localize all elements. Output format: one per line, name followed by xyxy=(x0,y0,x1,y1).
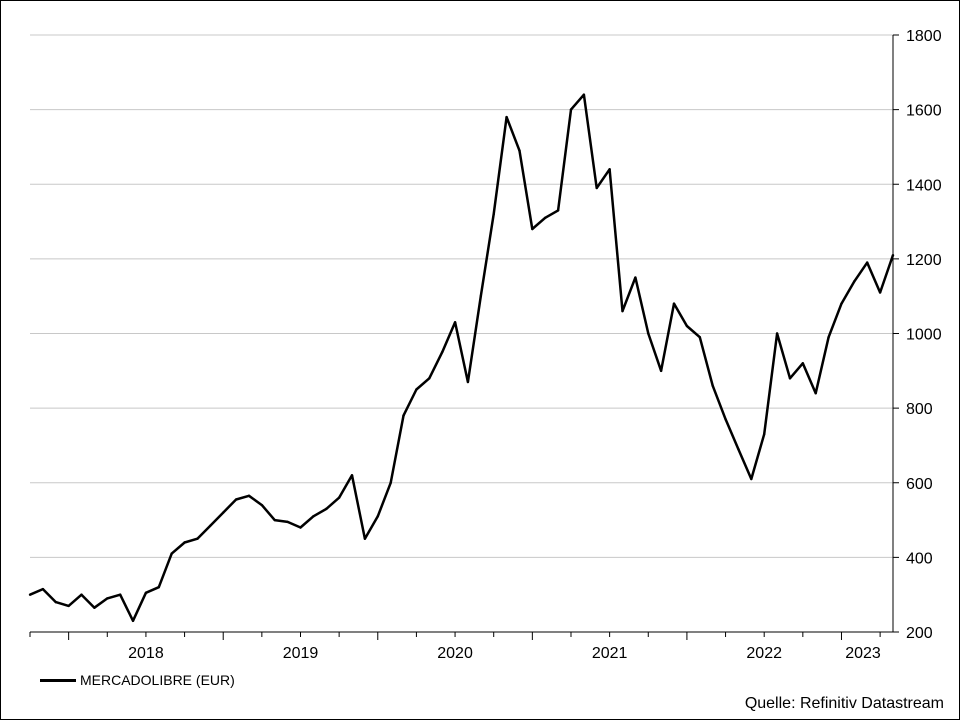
data-point xyxy=(363,537,367,540)
data-point xyxy=(621,309,624,313)
data-point xyxy=(608,168,611,171)
x-axis: 2018 2019 2020 2021 2022 2023 xyxy=(29,631,893,662)
data-point xyxy=(28,593,32,596)
data-point xyxy=(801,362,805,365)
y-tick-label: 1600 xyxy=(906,103,942,120)
y-axis: 200 400 600 800 1000 1200 1400 1600 1800 xyxy=(892,28,942,642)
data-point xyxy=(106,597,109,600)
y-tick-label: 1000 xyxy=(906,327,942,344)
data-point xyxy=(428,377,431,380)
data-point xyxy=(325,507,328,511)
data-point xyxy=(762,433,766,436)
data-point xyxy=(505,115,508,119)
legend: MERCADOLIBRE (EUR) xyxy=(40,670,235,690)
data-point xyxy=(196,537,199,540)
data-point xyxy=(209,524,212,527)
y-tick-label: 1200 xyxy=(906,252,942,269)
x-tick-label: 2020 xyxy=(437,645,473,662)
data-point xyxy=(54,600,57,604)
data-point xyxy=(312,515,315,518)
data-point xyxy=(750,477,753,481)
data-point xyxy=(634,276,637,279)
x-tick-label: 2023 xyxy=(845,645,881,662)
y-tick-label: 1800 xyxy=(906,28,942,45)
y-tick-label: 400 xyxy=(906,550,933,567)
data-point xyxy=(466,380,470,384)
data-point xyxy=(840,302,843,305)
data-point xyxy=(582,93,586,96)
data-point xyxy=(647,332,650,335)
data-point xyxy=(376,515,379,518)
data-point xyxy=(866,261,869,264)
data-point xyxy=(440,350,444,354)
x-tick-label: 2021 xyxy=(592,645,628,662)
data-point xyxy=(247,494,251,498)
data-point xyxy=(183,541,186,544)
data-point xyxy=(685,324,689,328)
data-point xyxy=(260,503,264,507)
data-point xyxy=(479,294,483,298)
data-point xyxy=(518,149,521,152)
grid-lines xyxy=(30,34,893,633)
data-point xyxy=(698,336,701,339)
data-point xyxy=(853,280,856,283)
data-point xyxy=(672,302,676,305)
data-point xyxy=(492,212,495,216)
series-line-mercadolibre xyxy=(29,93,895,623)
x-tick-label: 2022 xyxy=(746,645,782,662)
x-tick-label: 2019 xyxy=(283,645,319,662)
data-point xyxy=(402,414,405,417)
data-point xyxy=(711,384,714,387)
data-point xyxy=(659,369,663,373)
data-point xyxy=(157,586,161,589)
data-point xyxy=(453,321,457,324)
data-point xyxy=(222,511,225,514)
data-point xyxy=(93,606,96,609)
data-point xyxy=(273,518,276,522)
data-point xyxy=(286,520,289,524)
data-point xyxy=(544,216,547,220)
data-point xyxy=(788,377,792,380)
legend-swatch xyxy=(40,678,76,682)
data-point xyxy=(234,498,238,501)
x-tick-label: 2018 xyxy=(128,645,164,662)
data-point xyxy=(80,593,83,596)
data-point xyxy=(337,496,341,499)
data-point xyxy=(299,526,302,529)
data-point xyxy=(827,336,830,339)
data-point xyxy=(41,587,45,591)
data-point xyxy=(118,593,122,596)
y-tick-label: 200 xyxy=(906,625,933,642)
data-point xyxy=(415,388,418,391)
y-tick-label: 800 xyxy=(906,401,933,418)
data-point xyxy=(144,591,148,595)
data-point xyxy=(350,474,354,477)
data-point xyxy=(531,227,534,231)
data-point xyxy=(556,209,560,212)
data-point xyxy=(131,619,135,623)
data-point xyxy=(891,253,895,257)
y-tick-label: 600 xyxy=(906,476,933,493)
data-point xyxy=(67,604,70,608)
data-point xyxy=(569,108,573,111)
data-point xyxy=(595,186,598,190)
data-point xyxy=(724,418,727,421)
data-point xyxy=(814,392,817,395)
data-point xyxy=(878,291,882,294)
series-group xyxy=(28,93,895,623)
data-point xyxy=(775,332,779,335)
source-note: Quelle: Refinitiv Datastream xyxy=(744,695,944,712)
y-tick-label: 1400 xyxy=(906,177,942,194)
data-point xyxy=(737,447,740,451)
legend-label: MERCADOLIBRE (EUR) xyxy=(80,672,235,688)
data-point xyxy=(170,552,173,555)
data-point xyxy=(389,481,392,484)
